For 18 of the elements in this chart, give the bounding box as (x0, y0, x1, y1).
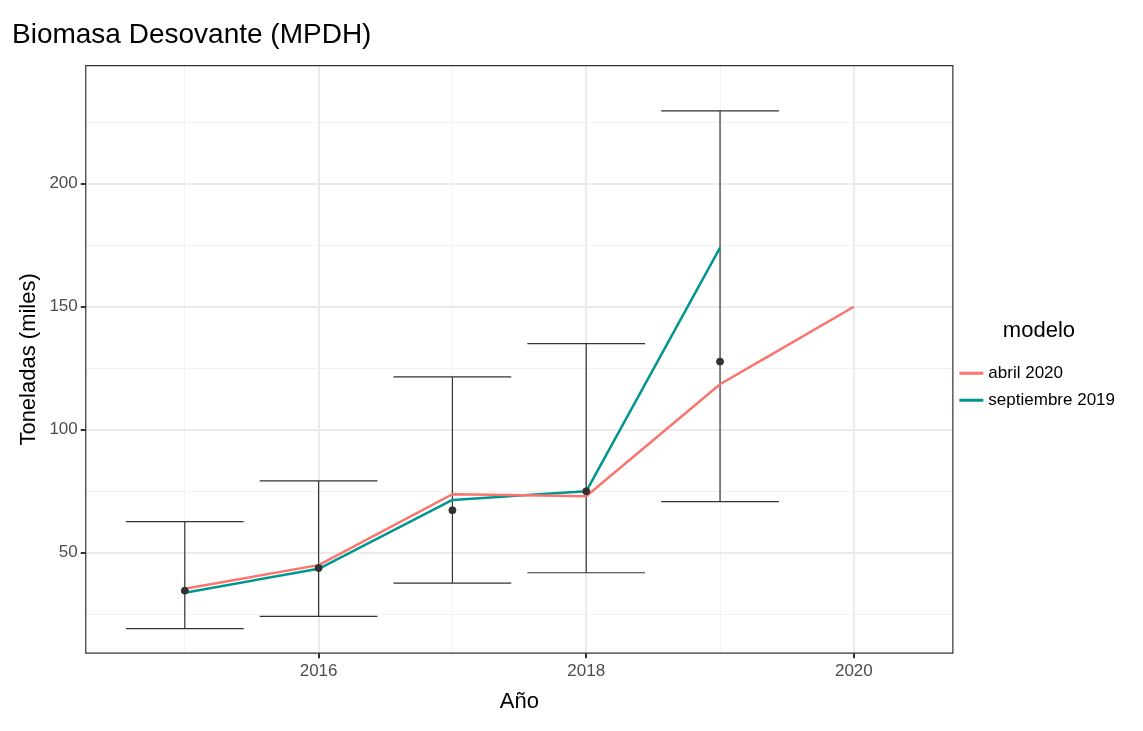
legend-title: modelo (1002, 317, 1076, 343)
point (180, 586, 189, 595)
legend-label: abril 2020 (988, 362, 1064, 382)
y-tick-label: 50 (58, 542, 78, 562)
point (448, 506, 457, 515)
y-tick-label: 200 (49, 173, 78, 193)
point (314, 564, 323, 573)
point (582, 487, 591, 496)
x-tick-label: 2020 (834, 661, 873, 681)
y-tick-label: 150 (49, 296, 78, 316)
legend-label: septiembre 2019 (988, 389, 1115, 409)
x-tick-label: 2016 (299, 661, 338, 681)
x-tick-label: 2018 (567, 661, 606, 681)
chart-title: Biomasa Desovante (MPDH) (12, 17, 372, 49)
x-axis-title: Año (499, 687, 539, 713)
y-tick-label: 100 (49, 419, 78, 439)
y-axis-title: Toneladas (miles) (15, 273, 41, 446)
point (716, 357, 725, 366)
